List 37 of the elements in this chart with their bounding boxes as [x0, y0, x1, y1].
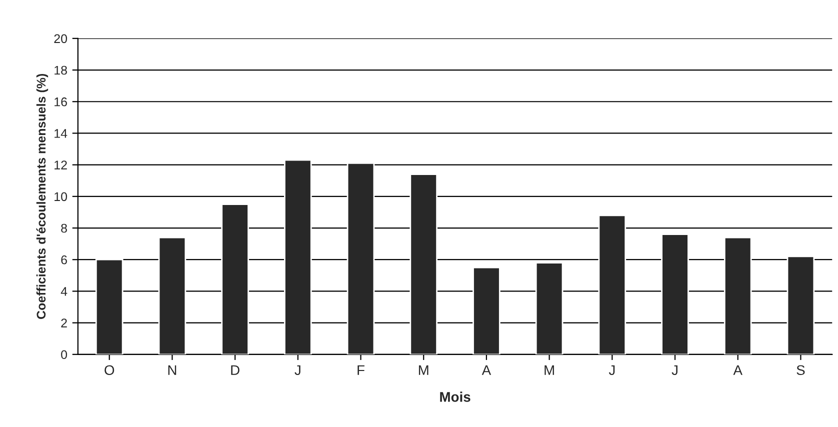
y-axis-title: Coefficients d'écoulements mensuels (%): [36, 74, 48, 319]
bar: [95, 258, 124, 354]
y-tick-label: 12: [54, 160, 67, 170]
x-tick-label: S: [796, 365, 805, 376]
bar: [346, 162, 375, 354]
bar: [598, 214, 626, 354]
bar: [158, 236, 186, 354]
y-tick-label: 8: [61, 224, 67, 233]
x-tick-label: D: [231, 365, 240, 375]
y-tick-label: 16: [54, 97, 67, 106]
x-tick-label: J: [294, 365, 300, 376]
x-tick-label: M: [544, 365, 554, 375]
y-tick-label: 18: [54, 66, 67, 75]
y-tick-label: 2: [61, 318, 67, 328]
y-tick-label: 6: [61, 255, 67, 264]
bar: [472, 266, 500, 354]
x-tick-label: M: [418, 365, 428, 375]
y-tick-label: 10: [54, 192, 68, 202]
x-tick-label: A: [482, 365, 492, 375]
y-tick-label: 4: [60, 287, 68, 296]
x-tick-label: O: [104, 365, 114, 376]
x-tick-label: A: [733, 365, 742, 375]
bar: [786, 256, 815, 354]
y-tick-label: 0: [61, 350, 68, 360]
bar: [661, 234, 689, 354]
x-tick-label: N: [168, 365, 176, 375]
x-axis-title: Mois: [440, 392, 470, 402]
bar: [410, 174, 438, 354]
bar: [535, 262, 564, 354]
y-tick-label: 14: [54, 129, 68, 138]
bar: [724, 236, 752, 354]
x-tick-label: J: [672, 365, 678, 376]
x-tick-label: J: [608, 365, 615, 376]
x-tick-label: F: [358, 365, 364, 375]
y-tick-label: 20: [54, 34, 68, 44]
bar: [284, 159, 312, 354]
bar: [221, 204, 249, 354]
